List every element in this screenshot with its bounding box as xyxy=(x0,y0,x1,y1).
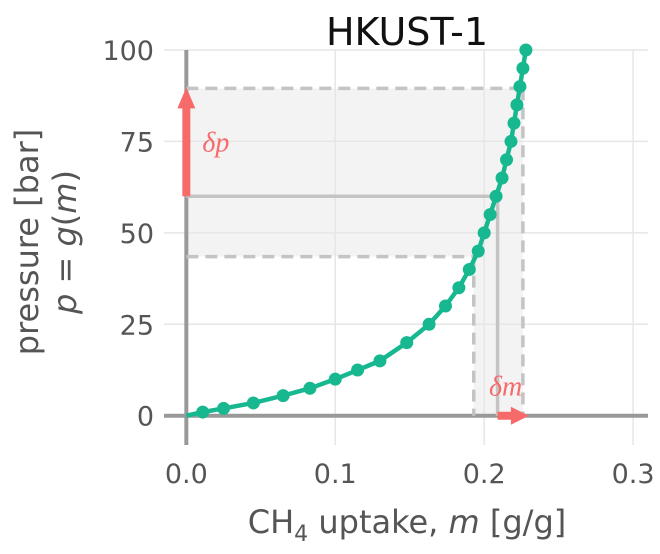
data-point xyxy=(516,61,530,75)
data-point xyxy=(400,336,414,350)
data-point xyxy=(500,153,514,167)
y-tick-label: 75 xyxy=(120,127,154,158)
data-point xyxy=(504,134,518,148)
pressure-band xyxy=(186,88,523,257)
data-point xyxy=(351,363,365,377)
x-tick-label: 0.3 xyxy=(612,459,655,490)
tick-labels: 0.0 0.1 0.2 0.3 0 25 50 75 100 xyxy=(102,36,654,490)
x-axis-label: CH4 uptake, m [g/g] xyxy=(248,503,566,547)
data-point xyxy=(246,396,260,410)
data-point xyxy=(438,299,452,313)
delta-m-label: δm xyxy=(489,372,522,403)
data-point xyxy=(495,171,509,185)
delta-p-arrow-head xyxy=(177,87,196,109)
data-point xyxy=(483,208,497,222)
data-point xyxy=(452,281,466,295)
data-point xyxy=(462,262,476,276)
delta-arrows xyxy=(177,87,529,425)
delta-p-label: δp xyxy=(202,127,229,158)
data-series xyxy=(185,43,533,419)
guide-lines xyxy=(186,86,525,416)
data-point xyxy=(373,354,387,368)
data-point xyxy=(328,372,342,386)
data-point xyxy=(276,389,290,403)
x-tick-label: 0.2 xyxy=(463,459,506,490)
data-point xyxy=(422,317,436,331)
data-point xyxy=(303,381,317,395)
data-point xyxy=(477,226,491,240)
y-tick-label: 50 xyxy=(120,219,154,250)
y-axis-label-line2: p = g(m) xyxy=(46,170,84,315)
y-axis-label: pressure [bar] p = g(m) xyxy=(8,129,84,355)
data-point xyxy=(489,189,503,203)
data-point xyxy=(196,405,210,419)
data-point xyxy=(507,116,521,130)
x-tick-label: 0.1 xyxy=(314,459,357,490)
data-point xyxy=(519,43,533,57)
y-axis-label-line1: pressure [bar] xyxy=(8,129,46,355)
y-tick-label: 100 xyxy=(102,36,154,67)
x-tick-label: 0.0 xyxy=(165,459,208,490)
data-point xyxy=(471,244,485,258)
data-point xyxy=(513,80,527,94)
y-tick-label: 0 xyxy=(137,402,154,433)
data-point xyxy=(217,401,231,415)
chart-title: HKUST-1 xyxy=(326,10,488,54)
y-tick-label: 25 xyxy=(120,310,154,341)
delta-m-arrow-head xyxy=(510,406,529,425)
data-point xyxy=(510,98,524,112)
